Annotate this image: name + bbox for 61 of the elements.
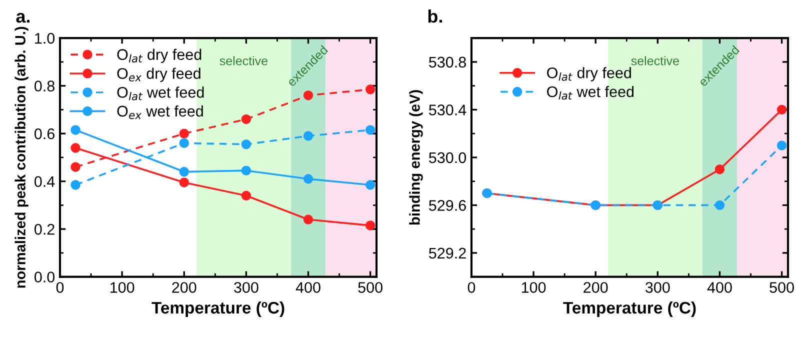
y-tick-label: 0.0 — [34, 272, 55, 282]
point — [241, 139, 252, 150]
point — [776, 140, 787, 150]
point — [70, 180, 80, 190]
point — [179, 138, 189, 148]
x-tick-label: 0 — [468, 282, 476, 293]
x-axis-title: Temperature (ºC) — [563, 301, 696, 317]
x-tick-label: 500 — [770, 282, 794, 293]
point — [70, 125, 80, 135]
band-label: selective — [631, 56, 679, 66]
legend-label: O$_{lat}$ wet feed — [117, 86, 204, 100]
point — [70, 143, 80, 153]
point — [303, 131, 314, 141]
point — [365, 125, 376, 135]
point — [179, 128, 189, 138]
x-tick-label: 200 — [172, 282, 196, 293]
x-tick-label: 300 — [234, 282, 258, 293]
x-axis-title: Temperature (ºC) — [152, 301, 284, 317]
y-tick-label: 530.4 — [429, 104, 466, 116]
y-tick-label: 529.6 — [429, 200, 466, 211]
legend-label: O$_{lat}$ dry feed — [547, 67, 631, 82]
point — [303, 174, 314, 184]
band-label: selective — [220, 56, 268, 66]
y-tick-label: 530.8 — [429, 56, 466, 68]
y-tick-label: 1.0 — [35, 32, 55, 44]
legend-label: O$_{ex}$ wet feed — [117, 105, 203, 120]
y-tick-label: 0.8 — [34, 80, 54, 92]
point — [303, 90, 314, 100]
y-axis-title: normalized peak contribution (arb. U.) — [14, 26, 28, 288]
legend-label: O$_{ex}$ dry feed — [117, 68, 200, 82]
x-tick-label: 400 — [296, 282, 320, 293]
point — [241, 166, 252, 176]
y-tick-label: 529.2 — [429, 248, 466, 259]
y-tick-label: 0.6 — [34, 128, 54, 140]
y-tick-label: 530.0 — [429, 152, 466, 164]
point — [179, 178, 189, 188]
y-axis-title: binding energy (eV) — [409, 90, 423, 225]
point — [179, 166, 189, 177]
x-tick-label: 0 — [56, 282, 64, 293]
point — [70, 162, 80, 172]
x-tick-label: 100 — [110, 282, 134, 293]
point — [365, 180, 376, 190]
x-tick-label: 200 — [584, 282, 608, 293]
point — [241, 114, 252, 124]
y-tick-label: 0.2 — [34, 224, 54, 235]
x-tick-label: 500 — [358, 282, 382, 293]
point — [365, 84, 376, 94]
legend-label: O$_{lat}$ wet feed — [547, 86, 634, 100]
x-tick-label: 300 — [646, 282, 670, 293]
point — [714, 200, 725, 210]
point — [714, 164, 725, 174]
x-tick-label: 100 — [522, 282, 546, 293]
point — [776, 104, 787, 115]
chart-title: b. — [428, 9, 442, 23]
y-tick-label: 0.4 — [34, 176, 55, 187]
legend-label: O$_{lat}$ dry feed — [117, 48, 202, 63]
x-tick-label: 400 — [707, 282, 732, 293]
point — [303, 214, 314, 224]
point — [365, 220, 376, 230]
point — [241, 190, 252, 200]
chart-title: a. — [16, 12, 30, 23]
